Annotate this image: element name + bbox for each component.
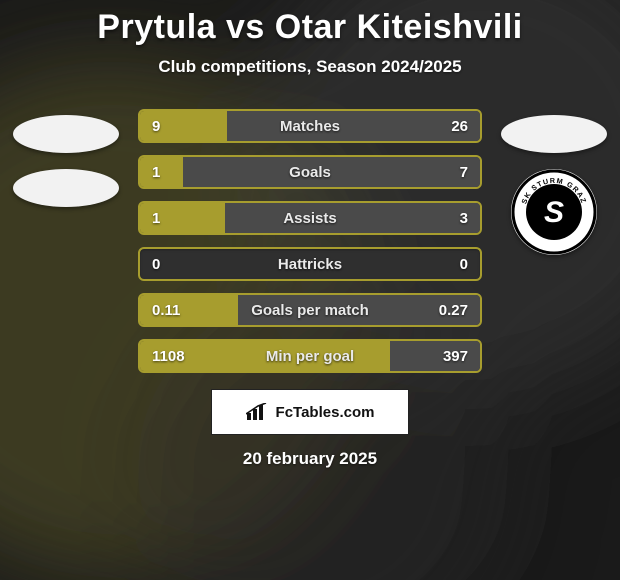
- stat-value-left: 1108: [140, 341, 197, 371]
- brand-chart-icon: [246, 403, 268, 421]
- stat-value-right: 3: [448, 203, 480, 233]
- date-text: 20 february 2025: [0, 449, 620, 469]
- stat-bar-fill-right: [225, 203, 480, 233]
- left-player-col: [6, 109, 126, 207]
- stat-bar: 0 0Hattricks: [138, 247, 482, 281]
- stat-value-right: 7: [448, 157, 480, 187]
- stat-value-right: 397: [431, 341, 480, 371]
- main-row: 926Matches17Goals13Assists00Hattricks0.1…: [0, 109, 620, 373]
- stat-bar: 1108397Min per goal: [138, 339, 482, 373]
- stat-value-left: 9: [140, 111, 172, 141]
- subtitle: Club competitions, Season 2024/2025: [0, 57, 620, 77]
- stat-label: Hattricks: [140, 249, 480, 279]
- page-title: Prytula vs Otar Kiteishvili: [0, 0, 620, 47]
- brand-badge[interactable]: FcTables.com: [211, 389, 409, 435]
- stat-bar: 0.110.27Goals per match: [138, 293, 482, 327]
- right-player-col: SK STURM GRAZ SEIT 1909 S: [494, 109, 614, 255]
- sturm-graz-badge-icon: SK STURM GRAZ SEIT 1909 S: [511, 169, 597, 255]
- content-root: Prytula vs Otar Kiteishvili Club competi…: [0, 0, 620, 580]
- stat-value-right: 0.27: [427, 295, 480, 325]
- stat-bars: 926Matches17Goals13Assists00Hattricks0.1…: [138, 109, 482, 373]
- right-player-avatar: [501, 115, 607, 153]
- brand-text: FcTables.com: [276, 404, 375, 421]
- stat-value-right: 0: [448, 249, 480, 279]
- left-club-badge: [13, 169, 119, 207]
- stat-value-left: 1: [140, 203, 172, 233]
- stat-bar: 926Matches: [138, 109, 482, 143]
- stat-value-left: 0.11: [140, 295, 192, 325]
- stat-bar: 17Goals: [138, 155, 482, 189]
- stat-value-left: 1: [140, 157, 172, 187]
- right-club-badge: SK STURM GRAZ SEIT 1909 S: [511, 169, 597, 255]
- stat-bar: 13Assists: [138, 201, 482, 235]
- stat-bar-fill-right: [183, 157, 481, 187]
- badge-letter: S: [544, 196, 564, 229]
- stat-value-right: 26: [439, 111, 480, 141]
- left-player-avatar: [13, 115, 119, 153]
- stat-value-left: 0: [140, 249, 172, 279]
